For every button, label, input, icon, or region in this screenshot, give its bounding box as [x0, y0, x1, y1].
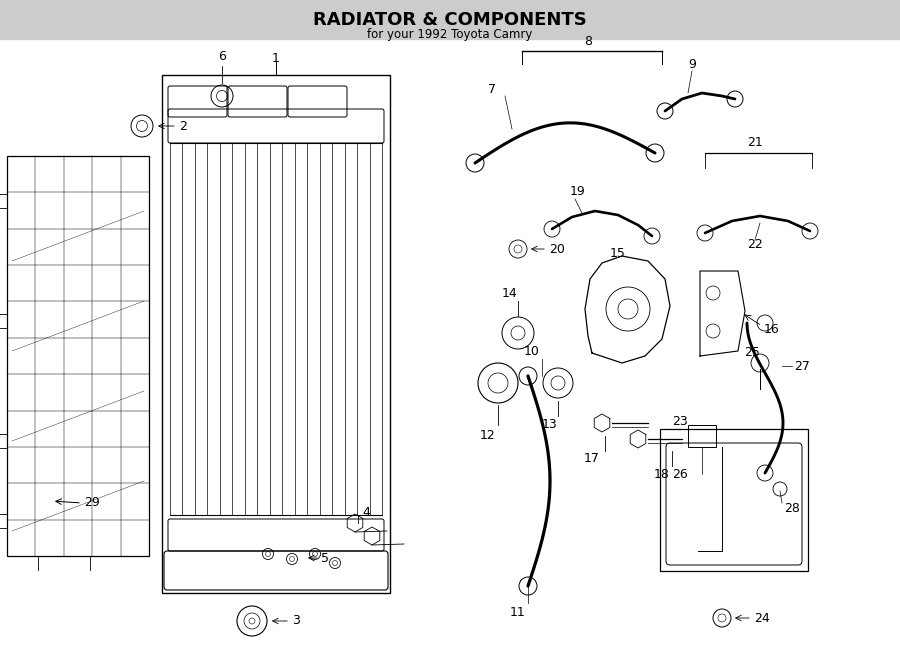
Text: 25: 25	[744, 346, 760, 358]
Bar	[660, 429, 808, 571]
Text: 5: 5	[321, 551, 329, 564]
Text: 20: 20	[549, 243, 565, 256]
Bar	[7, 156, 149, 556]
Text: 27: 27	[794, 360, 810, 373]
Text: 24: 24	[754, 611, 770, 625]
Text: 21: 21	[747, 136, 763, 149]
Text: 28: 28	[784, 502, 800, 516]
Text: 19: 19	[570, 184, 586, 198]
Bar	[162, 75, 390, 593]
Text: 13: 13	[542, 418, 558, 430]
Text: 22: 22	[747, 237, 763, 251]
Text: RADIATOR & COMPONENTS: RADIATOR & COMPONENTS	[313, 11, 587, 28]
Bar	[0, 314, 7, 328]
Text: 15: 15	[610, 247, 626, 260]
Text: 11: 11	[510, 607, 526, 619]
Text: 16: 16	[764, 323, 779, 336]
Bar	[688, 425, 716, 447]
Text: 6: 6	[218, 50, 226, 63]
Bar	[0, 514, 7, 528]
Text: 10: 10	[524, 344, 540, 358]
Text: 23: 23	[672, 414, 688, 428]
Bar	[0, 0, 900, 39]
Text: 12: 12	[480, 428, 496, 442]
Text: 29: 29	[84, 496, 100, 510]
Text: 18: 18	[654, 467, 670, 481]
Text: for your 1992 Toyota Camry: for your 1992 Toyota Camry	[367, 28, 533, 40]
Text: 17: 17	[584, 453, 600, 465]
Text: 2: 2	[179, 120, 187, 132]
Text: 8: 8	[584, 34, 592, 48]
Text: 3: 3	[292, 615, 300, 627]
Text: 26: 26	[672, 467, 688, 481]
Text: 9: 9	[688, 58, 696, 71]
Text: 4: 4	[362, 506, 370, 520]
Text: 1: 1	[272, 52, 280, 65]
Text: 7: 7	[488, 83, 496, 95]
Bar	[0, 434, 7, 448]
Text: 14: 14	[502, 286, 518, 299]
Bar	[0, 194, 7, 208]
